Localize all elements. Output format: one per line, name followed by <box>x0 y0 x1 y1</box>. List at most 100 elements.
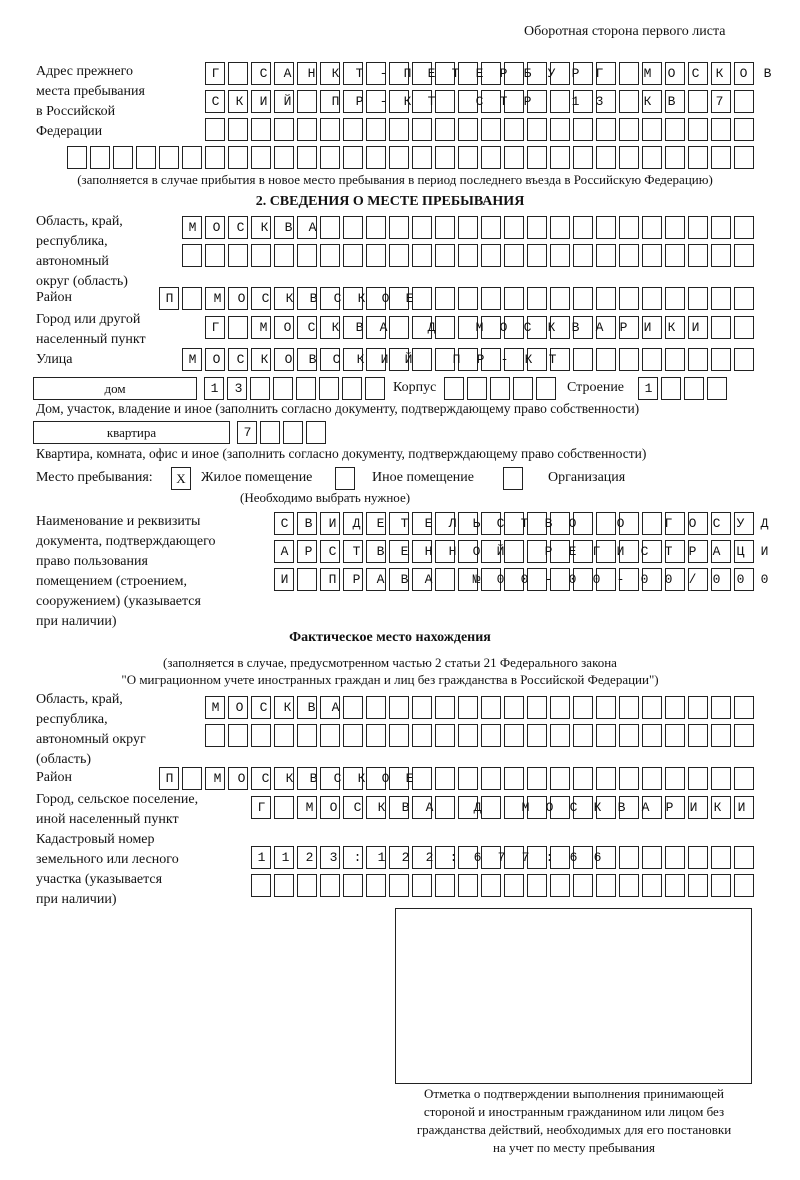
char-cell[interactable] <box>573 874 593 897</box>
flat-number-row[interactable]: 7 <box>237 421 326 445</box>
char-cell[interactable] <box>665 767 685 790</box>
char-cell[interactable] <box>665 874 685 897</box>
char-cell[interactable] <box>573 796 593 819</box>
char-cell[interactable] <box>596 287 616 310</box>
char-cell[interactable] <box>389 146 409 169</box>
char-cell[interactable] <box>550 568 570 591</box>
char-cell[interactable] <box>711 512 731 535</box>
char-cell[interactable] <box>274 767 294 790</box>
char-cell[interactable] <box>665 512 685 535</box>
char-cell[interactable] <box>619 568 639 591</box>
char-cell[interactable] <box>412 316 432 339</box>
char-cell[interactable] <box>412 796 432 819</box>
char-cell[interactable] <box>182 244 202 267</box>
char-cell[interactable] <box>274 244 294 267</box>
prev-address-row-1[interactable]: Г САНКТ-ПЕТЕРБУРГ МОСКОВ <box>205 62 771 86</box>
char-cell[interactable] <box>389 90 409 113</box>
char-cell[interactable] <box>458 512 478 535</box>
char-cell[interactable] <box>366 512 386 535</box>
char-cell[interactable] <box>550 540 570 563</box>
char-cell[interactable] <box>711 118 731 141</box>
char-cell[interactable] <box>435 796 455 819</box>
char-cell[interactable] <box>711 348 731 371</box>
char-cell[interactable] <box>481 348 501 371</box>
char-cell[interactable] <box>711 568 731 591</box>
char-cell[interactable] <box>642 540 662 563</box>
char-cell[interactable] <box>320 767 340 790</box>
char-cell[interactable] <box>435 316 455 339</box>
char-cell[interactable] <box>458 767 478 790</box>
char-cell[interactable] <box>481 287 501 310</box>
char-cell[interactable] <box>366 767 386 790</box>
char-cell[interactable] <box>320 568 340 591</box>
char-cell[interactable] <box>734 540 754 563</box>
char-cell[interactable] <box>734 316 754 339</box>
char-cell[interactable] <box>366 244 386 267</box>
char-cell[interactable] <box>283 421 303 444</box>
char-cell[interactable] <box>182 767 202 790</box>
char-cell[interactable] <box>527 244 547 267</box>
char-cell[interactable] <box>444 377 464 400</box>
char-cell[interactable] <box>642 724 662 747</box>
option-other-checkbox[interactable] <box>335 467 355 490</box>
char-cell[interactable] <box>734 216 754 239</box>
char-cell[interactable] <box>665 696 685 719</box>
char-cell[interactable] <box>481 118 501 141</box>
actual-region-row-2[interactable] <box>205 724 754 748</box>
char-cell[interactable] <box>458 874 478 897</box>
char-cell[interactable] <box>343 244 363 267</box>
char-cell[interactable] <box>182 216 202 239</box>
char-cell[interactable] <box>711 146 731 169</box>
char-cell[interactable] <box>550 287 570 310</box>
char-cell[interactable] <box>251 146 271 169</box>
char-cell[interactable] <box>274 216 294 239</box>
char-cell[interactable] <box>527 62 547 85</box>
char-cell[interactable] <box>458 796 478 819</box>
char-cell[interactable] <box>688 767 708 790</box>
char-cell[interactable] <box>504 874 524 897</box>
char-cell[interactable] <box>642 767 662 790</box>
char-cell[interactable] <box>550 244 570 267</box>
char-cell[interactable] <box>205 348 225 371</box>
char-cell[interactable] <box>273 377 293 400</box>
char-cell[interactable] <box>688 796 708 819</box>
prev-address-row-2[interactable]: СКИЙ ПР-КТ СТР 13 КВ 7 <box>205 90 754 114</box>
char-cell[interactable] <box>734 118 754 141</box>
document-row-3[interactable]: И ПРАВА №00-00-00/000 <box>274 568 768 592</box>
char-cell[interactable] <box>343 767 363 790</box>
char-cell[interactable] <box>435 146 455 169</box>
char-cell[interactable] <box>412 287 432 310</box>
char-cell[interactable] <box>481 540 501 563</box>
char-cell[interactable] <box>481 512 501 535</box>
char-cell[interactable] <box>412 540 432 563</box>
char-cell[interactable] <box>573 767 593 790</box>
char-cell[interactable] <box>481 796 501 819</box>
char-cell[interactable] <box>458 287 478 310</box>
char-cell[interactable] <box>297 90 317 113</box>
char-cell[interactable] <box>711 316 731 339</box>
char-cell[interactable] <box>527 146 547 169</box>
char-cell[interactable] <box>711 287 731 310</box>
char-cell[interactable] <box>366 287 386 310</box>
char-cell[interactable] <box>688 90 708 113</box>
char-cell[interactable] <box>550 348 570 371</box>
char-cell[interactable] <box>665 316 685 339</box>
char-cell[interactable] <box>389 767 409 790</box>
char-cell[interactable] <box>513 377 533 400</box>
street-row[interactable]: МОСКОВСКИЙ ПР-КТ <box>182 348 754 372</box>
char-cell[interactable] <box>458 146 478 169</box>
char-cell[interactable] <box>481 568 501 591</box>
char-cell[interactable] <box>389 874 409 897</box>
char-cell[interactable] <box>228 316 248 339</box>
char-cell[interactable] <box>684 377 704 400</box>
char-cell[interactable] <box>320 348 340 371</box>
char-cell[interactable] <box>389 287 409 310</box>
char-cell[interactable] <box>412 118 432 141</box>
char-cell[interactable] <box>306 421 326 444</box>
char-cell[interactable] <box>228 216 248 239</box>
char-cell[interactable] <box>320 512 340 535</box>
char-cell[interactable] <box>619 348 639 371</box>
char-cell[interactable] <box>458 90 478 113</box>
char-cell[interactable] <box>228 244 248 267</box>
char-cell[interactable] <box>435 90 455 113</box>
